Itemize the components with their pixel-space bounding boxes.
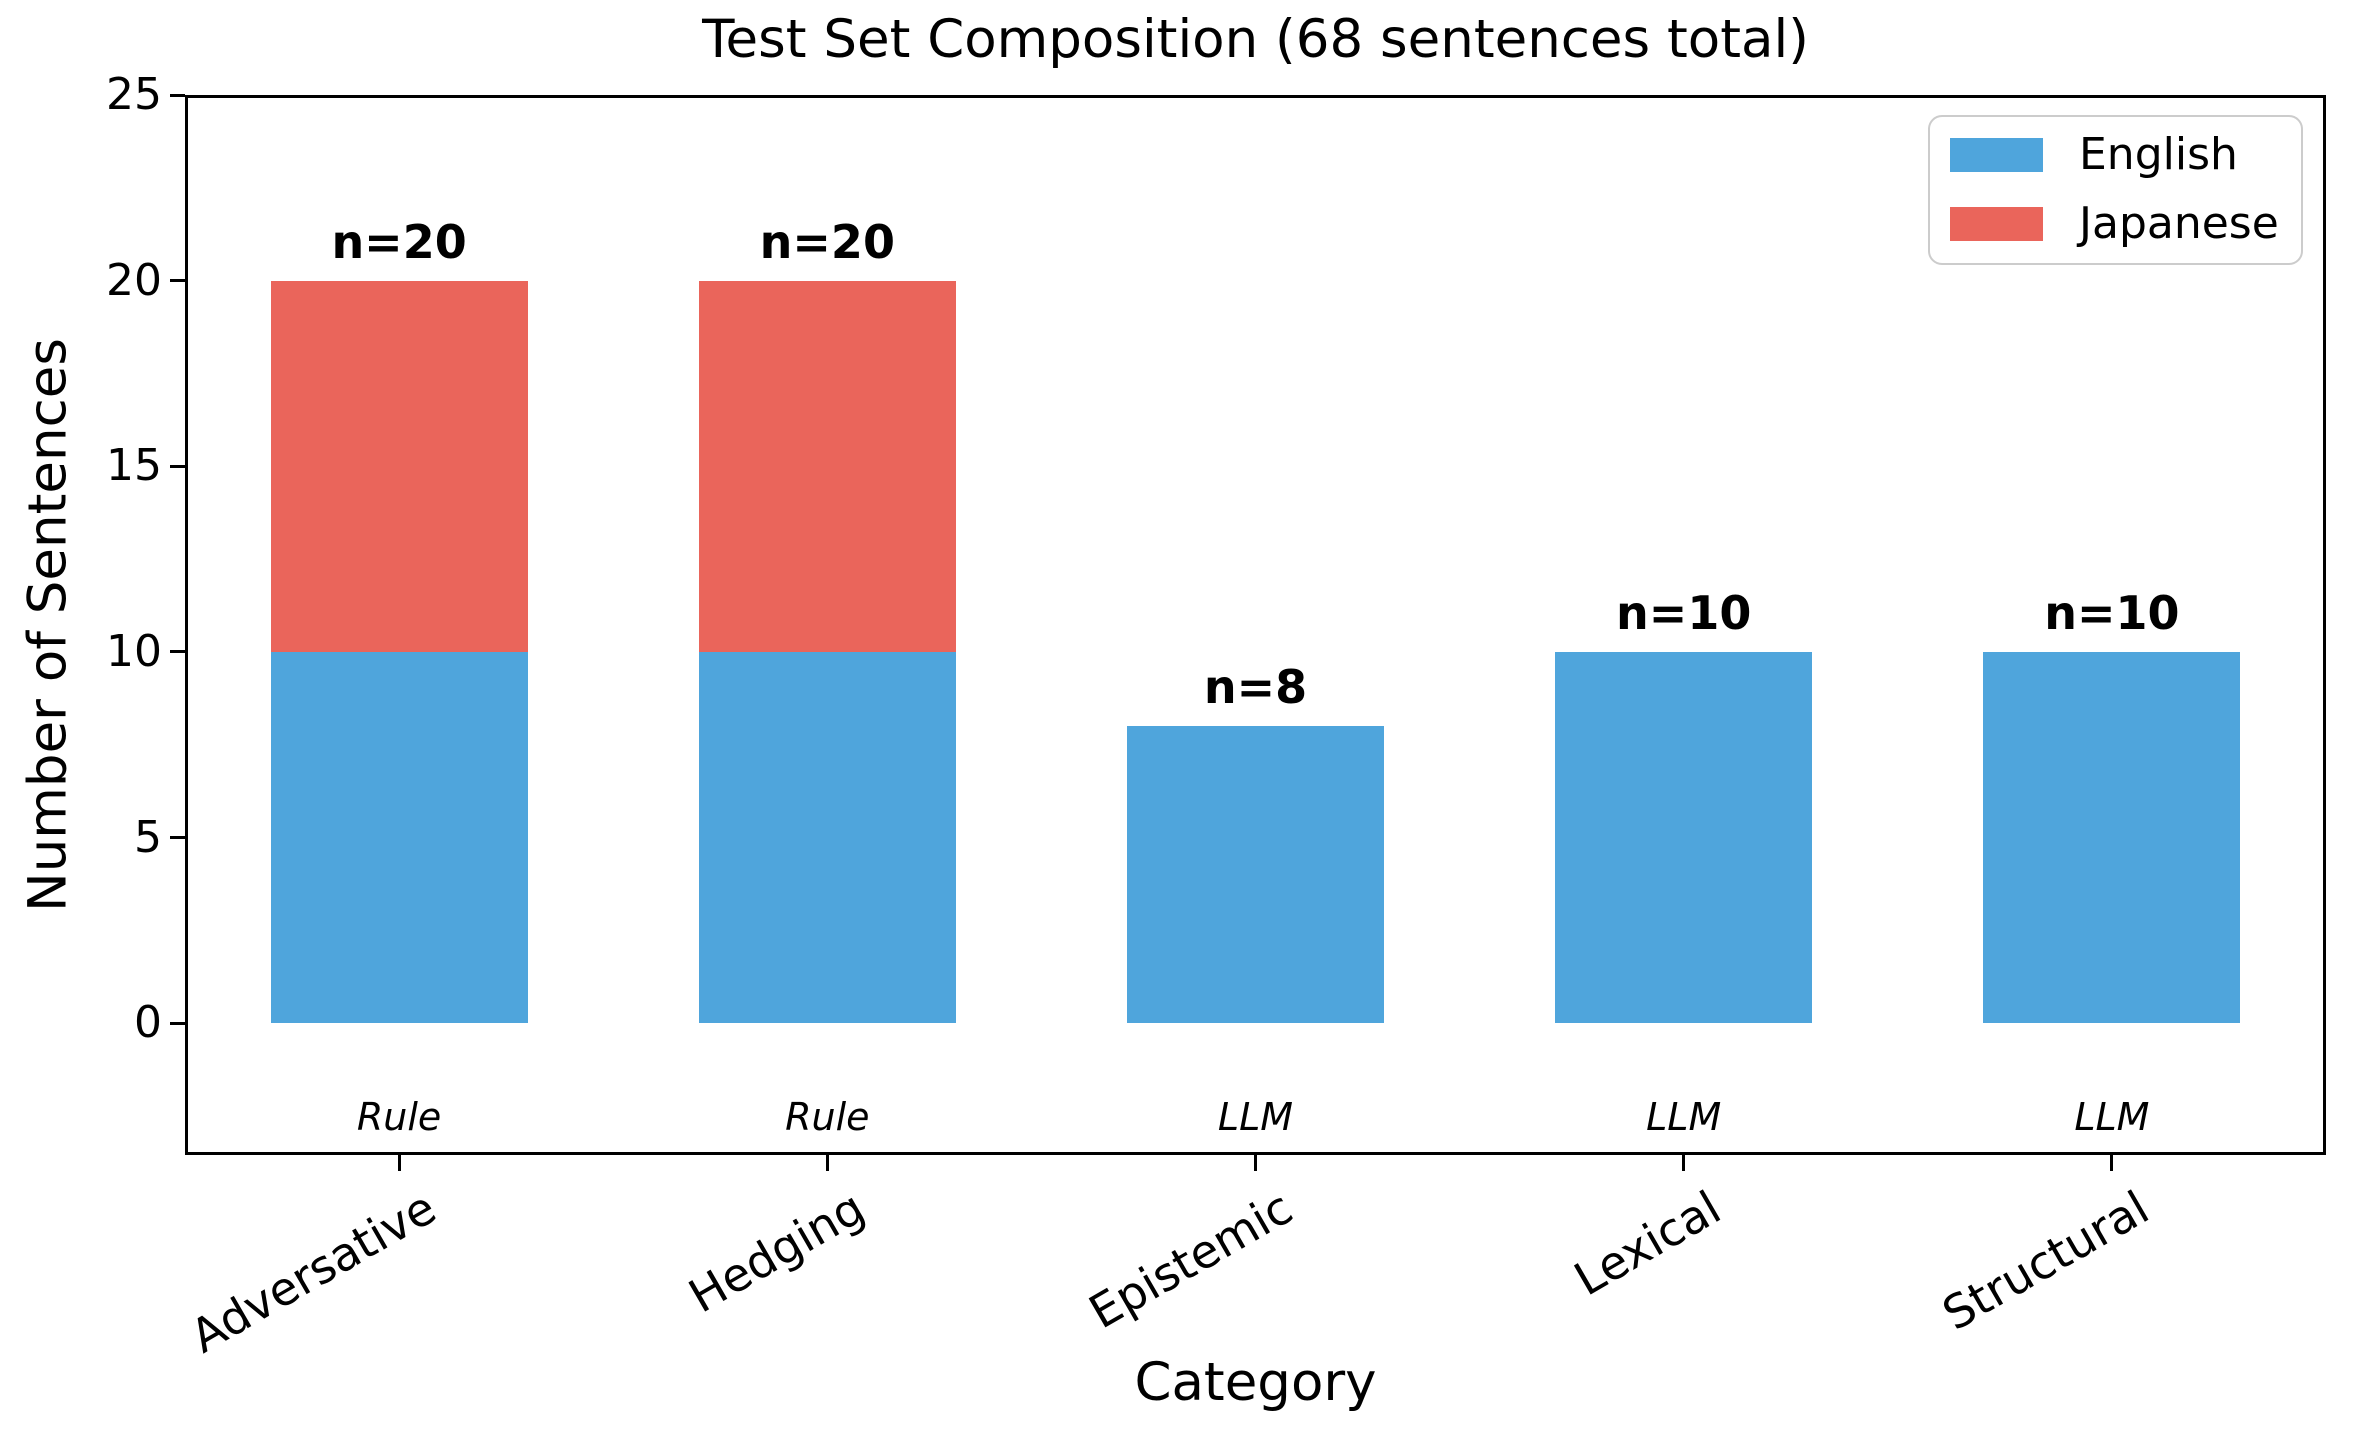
bar-total-label: n=20 xyxy=(759,214,895,269)
generation-method-label: Rule xyxy=(785,1095,870,1139)
y-tick-mark xyxy=(170,650,185,654)
y-tick-mark xyxy=(170,464,185,468)
y-tick-label: 10 xyxy=(106,625,162,677)
x-tick-mark xyxy=(1682,1155,1686,1171)
y-tick-mark xyxy=(170,836,185,840)
x-tick-label: Adversative xyxy=(181,1180,446,1364)
x-tick-mark xyxy=(825,1155,829,1171)
chart-title: Test Set Composition (68 sentences total… xyxy=(702,9,1809,70)
bar-segment-japanese-adversative xyxy=(270,280,528,652)
y-tick-mark xyxy=(170,1021,185,1025)
y-tick-mark xyxy=(170,93,185,97)
legend-label: Japanese xyxy=(2079,198,2279,249)
bar-total-label: n=10 xyxy=(2044,585,2180,640)
bar-segment-english-adversative xyxy=(270,651,528,1024)
generation-method-label: LLM xyxy=(1217,1095,1294,1139)
generation-method-label: LLM xyxy=(2074,1095,2150,1139)
x-axis-label: Category xyxy=(1134,1352,1377,1413)
bar-segment-english-structural xyxy=(1983,651,2241,1024)
x-tick-label: Hedging xyxy=(679,1180,874,1324)
bar-segment-japanese-hedging xyxy=(698,280,956,652)
legend-swatch-japanese xyxy=(1950,207,2043,241)
y-tick-label: 15 xyxy=(106,440,162,492)
legend-item-japanese: Japanese xyxy=(1950,198,2279,249)
bar-segment-english-hedging xyxy=(698,651,956,1024)
generation-method-label: LLM xyxy=(1646,1095,1722,1139)
y-tick-label: 0 xyxy=(134,997,162,1049)
x-tick-mark xyxy=(2110,1155,2114,1171)
legend-label: English xyxy=(2079,129,2238,180)
legend-swatch-english xyxy=(1950,138,2043,172)
x-tick-label: Lexical xyxy=(1565,1180,1730,1307)
legend: English Japanese xyxy=(1928,115,2303,265)
y-tick-label: 20 xyxy=(106,254,162,306)
y-tick-label: 5 xyxy=(134,811,162,863)
bar-segment-english-lexical xyxy=(1555,651,1813,1024)
bar-total-label: n=20 xyxy=(331,214,467,269)
plot-area xyxy=(185,95,2326,1155)
y-tick-label: 25 xyxy=(106,69,162,120)
x-tick-mark xyxy=(397,1155,401,1171)
bar-total-label: n=10 xyxy=(1616,585,1752,640)
legend-item-english: English xyxy=(1950,129,2238,180)
x-tick-label: Structural xyxy=(1933,1180,2158,1341)
generation-method-label: Rule xyxy=(356,1095,442,1139)
x-tick-label: Epistemic xyxy=(1080,1180,1302,1340)
bar-total-label: n=8 xyxy=(1203,660,1308,715)
bar-segment-english-epistemic xyxy=(1127,726,1384,1024)
y-tick-mark xyxy=(170,279,185,283)
x-tick-mark xyxy=(1254,1155,1257,1171)
